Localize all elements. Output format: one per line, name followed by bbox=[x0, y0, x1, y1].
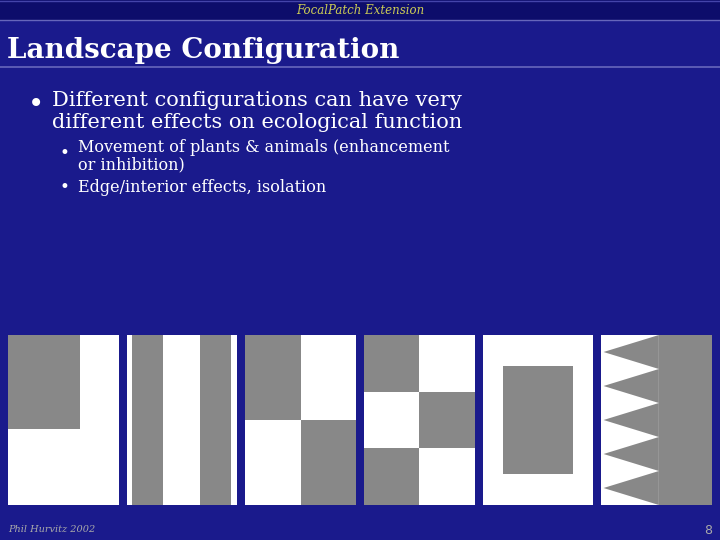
Bar bbox=[601, 335, 659, 505]
Bar bbox=[127, 335, 238, 505]
Bar bbox=[8, 335, 80, 429]
Bar bbox=[601, 335, 712, 505]
Text: •: • bbox=[60, 179, 70, 197]
Bar bbox=[246, 335, 356, 505]
Polygon shape bbox=[603, 403, 659, 437]
Text: or inhibition): or inhibition) bbox=[78, 157, 185, 173]
Text: Different configurations can have very: Different configurations can have very bbox=[52, 91, 462, 110]
Text: •: • bbox=[28, 91, 44, 118]
Polygon shape bbox=[603, 471, 659, 505]
Bar bbox=[419, 392, 474, 448]
Bar bbox=[364, 335, 474, 505]
Text: Phil Hurvitz 2002: Phil Hurvitz 2002 bbox=[8, 525, 95, 535]
Bar bbox=[0, 0, 720, 20]
Bar bbox=[482, 335, 593, 505]
Bar bbox=[132, 335, 163, 505]
Text: different effects on ecological function: different effects on ecological function bbox=[52, 112, 462, 132]
Text: Edge/interior effects, isolation: Edge/interior effects, isolation bbox=[78, 179, 326, 197]
Bar bbox=[8, 335, 119, 505]
Bar bbox=[601, 335, 712, 505]
Text: •: • bbox=[60, 145, 70, 161]
Text: FocalPatch Extension: FocalPatch Extension bbox=[296, 3, 424, 17]
Bar bbox=[246, 335, 301, 420]
Polygon shape bbox=[603, 437, 659, 471]
Polygon shape bbox=[603, 335, 659, 369]
Text: Landscape Configuration: Landscape Configuration bbox=[7, 37, 400, 64]
Bar bbox=[364, 448, 419, 505]
Text: 8: 8 bbox=[704, 523, 712, 537]
Bar bbox=[199, 335, 230, 505]
Text: Movement of plants & animals (enhancement: Movement of plants & animals (enhancemen… bbox=[78, 139, 449, 157]
Polygon shape bbox=[603, 369, 659, 403]
Bar bbox=[301, 420, 356, 505]
Bar bbox=[503, 366, 573, 475]
Bar bbox=[364, 335, 419, 392]
